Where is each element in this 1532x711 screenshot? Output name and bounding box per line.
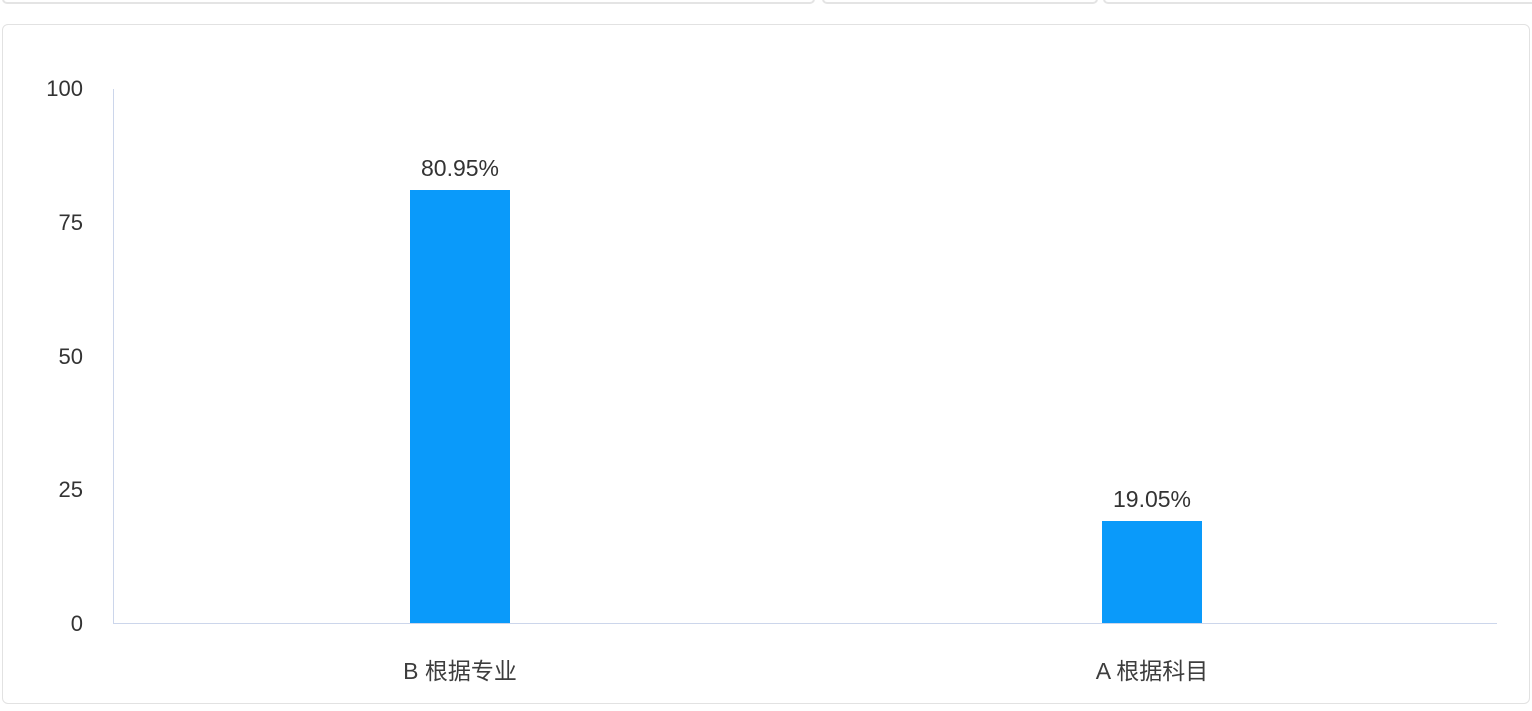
- card-bottom-edge-left: [2, 0, 815, 4]
- y-axis-tick-label: 25: [58, 477, 83, 503]
- cropped-cards-bottom-edge: [0, 0, 1532, 6]
- y-axis-tick-label: 50: [58, 343, 83, 369]
- bar-value-label: 80.95%: [420, 154, 500, 181]
- bar-1[interactable]: [410, 189, 510, 623]
- card-bottom-edge-middle: [822, 0, 1098, 4]
- x-axis-category-label: A 根据科目: [1095, 658, 1209, 684]
- bar-value-label: 19.05%: [1112, 486, 1192, 513]
- y-axis-tick-label: 100: [46, 76, 83, 101]
- y-axis-tick-label: 75: [58, 209, 83, 235]
- y-axis-tick-label: 0: [70, 611, 83, 636]
- bar-chart-plot-area: 80.95% B 根据专业 19.05% A 根据科目: [113, 89, 1497, 684]
- x-axis-category-label: B 根据专业: [403, 658, 517, 684]
- card-bottom-edge-right: [1103, 0, 1532, 4]
- bar-2[interactable]: [1102, 521, 1202, 623]
- chart-card: 100 75 50 25 0 80.95% B 根据专业 19.05% A 根据科目: [2, 24, 1530, 704]
- y-axis-tick-labels: 100 75 50 25 0: [3, 76, 83, 636]
